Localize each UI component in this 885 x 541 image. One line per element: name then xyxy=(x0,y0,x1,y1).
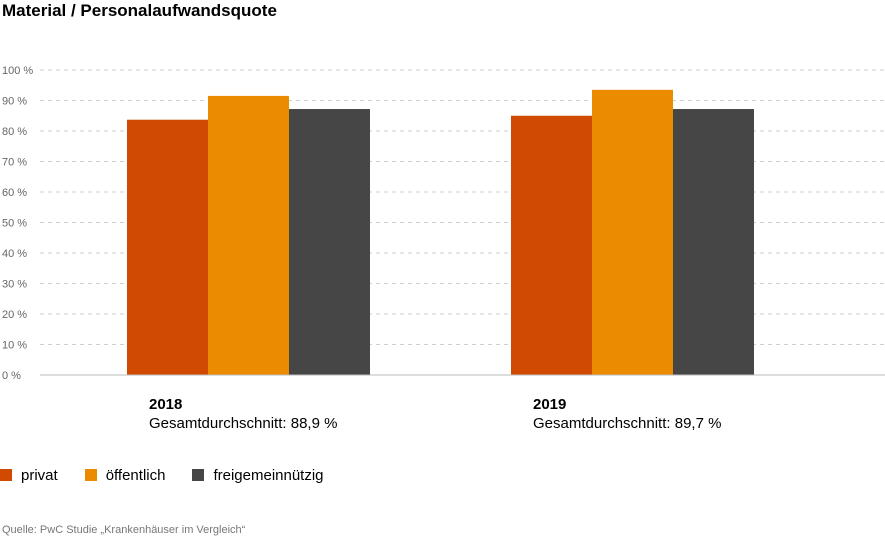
bar-2019-1 xyxy=(592,89,673,375)
chart-title: Material / Personalaufwandsquote xyxy=(2,1,277,20)
y-tick-label: 10 % xyxy=(2,340,27,352)
legend-swatch xyxy=(84,469,97,481)
y-axis-tick-labels: 0 % 10 % 20 % 30 % 40 % 50 % 60 % 70 % 80 % 90 % 1… xyxy=(2,65,33,382)
legend-item: freigemeinnützig xyxy=(192,466,324,484)
source-note: Quelle: PwC Studie „Krankenhäuser im Ver… xyxy=(2,524,246,536)
legend-label: öffentlich xyxy=(105,466,166,484)
y-tick-label: 30 % xyxy=(2,279,27,291)
y-tick-label: 60 % xyxy=(2,187,27,199)
y-tick-label: 80 % xyxy=(2,126,27,138)
category-average: Gesamtdurchschnitt: 89,7 % xyxy=(533,415,722,432)
bar-2018-0 xyxy=(127,119,208,375)
category-average: Gesamtdurchschnitt: 88,9 % xyxy=(149,415,338,432)
bar-2019-2 xyxy=(673,109,754,375)
bar-2019-0 xyxy=(511,115,592,375)
category-year: 2018 xyxy=(149,396,183,413)
bar-2018-1 xyxy=(208,95,289,376)
category-year: 2019 xyxy=(533,396,567,413)
legend-item: öffentlich xyxy=(84,466,166,484)
y-tick-label: 40 % xyxy=(2,248,27,260)
category-label-2019: 2019 Gesamtdurchschnitt: 89,7 % xyxy=(533,395,721,433)
legend: privat öffentlich freigemeinnützig xyxy=(0,466,351,484)
legend-label: privat xyxy=(21,466,58,484)
legend-label: freigemeinnützig xyxy=(213,466,324,484)
legend-swatch xyxy=(192,469,205,481)
y-tick-label: 70 % xyxy=(2,157,27,169)
bar-2018-2 xyxy=(289,109,370,375)
y-tick-label: 50 % xyxy=(2,218,27,230)
y-tick-label: 20 % xyxy=(2,309,27,321)
bar-chart: 0 % 10 % 20 % 30 % 40 % 50 % 60 % 70 % 80 % 90 % 1… xyxy=(2,65,885,382)
y-tick-label: 0 % xyxy=(2,370,21,382)
category-label-2018: 2018 Gesamtdurchschnitt: 88,9 % xyxy=(149,395,337,433)
legend-swatch xyxy=(0,469,12,481)
legend-item: privat xyxy=(0,467,58,484)
y-tick-label: 100 % xyxy=(2,65,33,77)
y-tick-label: 90 % xyxy=(2,96,27,108)
bars xyxy=(127,89,754,376)
